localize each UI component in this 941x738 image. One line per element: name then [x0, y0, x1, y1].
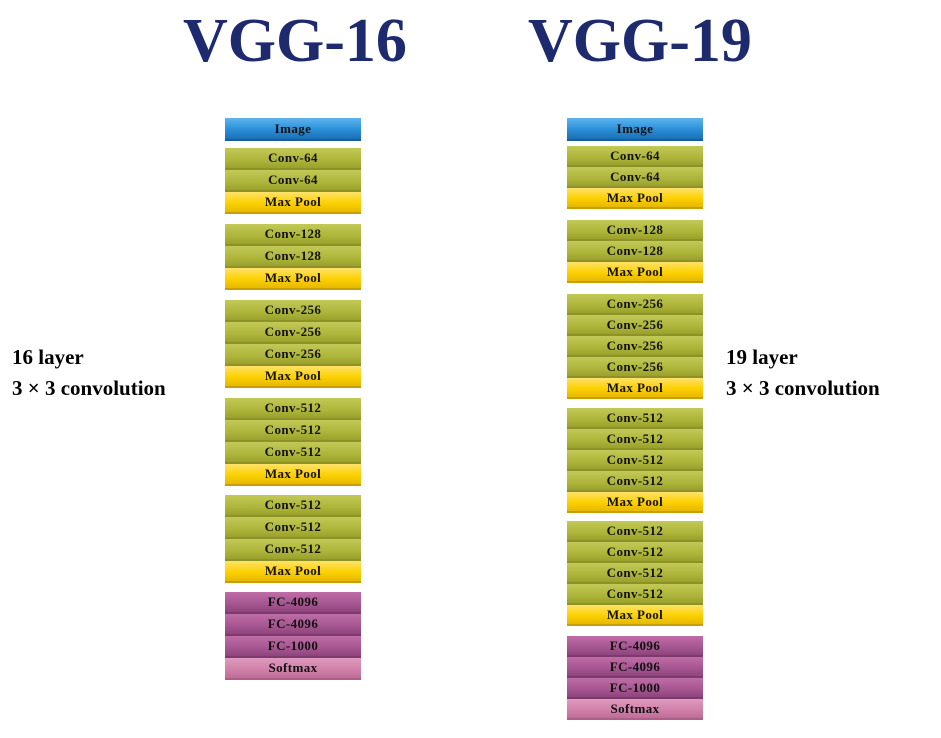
vgg19-layer-conv: Conv-512 [567, 429, 703, 450]
vgg16-layer-image: Image [225, 118, 361, 141]
vgg16-layer-conv: Conv-512 [225, 495, 361, 517]
vgg16-layer-pool: Max Pool [225, 464, 361, 486]
vgg19-layer-conv: Conv-512 [567, 471, 703, 492]
vgg19-layer-conv: Conv-512 [567, 521, 703, 542]
vgg19-layer-softmax: Softmax [567, 699, 703, 720]
vgg19-layer-conv: Conv-512 [567, 450, 703, 471]
vgg19-layer-pool: Max Pool [567, 188, 703, 209]
vgg16-layer-conv: Conv-512 [225, 539, 361, 561]
vgg16-layer-conv: Conv-128 [225, 246, 361, 268]
vgg16-convolution-size: 3 × 3 convolution [12, 376, 166, 400]
vgg19-description: 19 layer 3 × 3 convolution [726, 342, 880, 404]
vgg19-layer-pool: Max Pool [567, 378, 703, 399]
vgg19-layer-conv: Conv-64 [567, 146, 703, 167]
vgg19-layer-pool: Max Pool [567, 492, 703, 513]
vgg16-layer-pool: Max Pool [225, 268, 361, 290]
vgg19-layer-conv: Conv-128 [567, 241, 703, 262]
vgg16-description: 16 layer 3 × 3 convolution [12, 342, 166, 404]
vgg19-layer-conv: Conv-128 [567, 220, 703, 241]
vgg19-layer-conv: Conv-64 [567, 167, 703, 188]
vgg19-layer-fc: FC-1000 [567, 678, 703, 699]
vgg16-title: VGG-16 [183, 7, 407, 75]
vgg16-layer-conv: Conv-256 [225, 322, 361, 344]
vgg19-layer-pool: Max Pool [567, 605, 703, 626]
vgg16-layer-conv: Conv-64 [225, 170, 361, 192]
vgg16-layer-fc: FC-4096 [225, 614, 361, 636]
vgg19-layer-fc: FC-4096 [567, 636, 703, 657]
vgg16-layer-pool: Max Pool [225, 366, 361, 388]
vgg16-layer-conv: Conv-512 [225, 442, 361, 464]
vgg19-layer-conv: Conv-256 [567, 357, 703, 378]
vgg19-layer-conv: Conv-512 [567, 408, 703, 429]
vgg19-layer-pool: Max Pool [567, 262, 703, 283]
vgg16-layer-softmax: Softmax [225, 658, 361, 680]
vgg19-layer-conv: Conv-256 [567, 315, 703, 336]
vgg16-layer-fc: FC-4096 [225, 592, 361, 614]
vgg19-layer-conv: Conv-256 [567, 336, 703, 357]
vgg16-layer-conv: Conv-128 [225, 224, 361, 246]
vgg16-layer-conv: Conv-256 [225, 300, 361, 322]
vgg19-layer-conv: Conv-512 [567, 542, 703, 563]
vgg16-layer-pool: Max Pool [225, 561, 361, 583]
vgg19-layer-conv: Conv-512 [567, 563, 703, 584]
vgg19-layer-image: Image [567, 118, 703, 141]
vgg16-layer-conv: Conv-256 [225, 344, 361, 366]
vgg16-layer-conv: Conv-512 [225, 398, 361, 420]
vgg19-title: VGG-19 [528, 7, 752, 75]
vgg16-layer-count: 16 layer [12, 345, 84, 369]
vgg19-layer-count: 19 layer [726, 345, 798, 369]
vgg19-layer-fc: FC-4096 [567, 657, 703, 678]
vgg19-layer-conv: Conv-256 [567, 294, 703, 315]
vgg16-layer-conv: Conv-512 [225, 420, 361, 442]
vgg16-layer-pool: Max Pool [225, 192, 361, 214]
vgg16-layer-conv: Conv-512 [225, 517, 361, 539]
vgg16-layer-fc: FC-1000 [225, 636, 361, 658]
vgg19-convolution-size: 3 × 3 convolution [726, 376, 880, 400]
vgg16-layer-conv: Conv-64 [225, 148, 361, 170]
vgg19-layer-conv: Conv-512 [567, 584, 703, 605]
